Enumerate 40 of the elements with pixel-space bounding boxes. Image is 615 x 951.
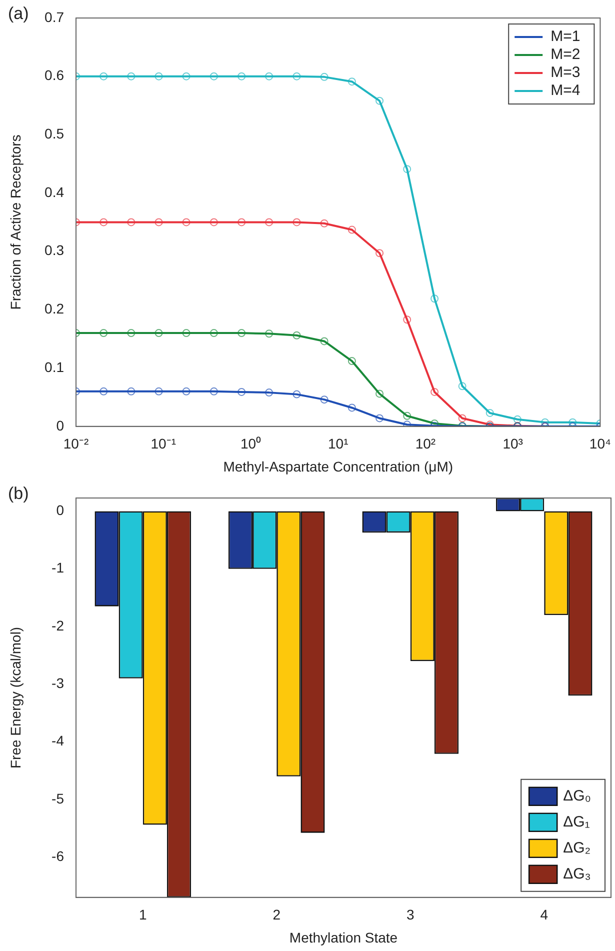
y-tick-label: 0.1 <box>44 358 64 375</box>
y-tick-label: -2 <box>52 617 64 634</box>
x-tick-label: 1 <box>138 906 147 923</box>
legend-label: ΔG₃ <box>563 866 591 883</box>
x-axis-title: Methyl-Aspartate Concentration (μM) <box>223 458 454 474</box>
x-tick-label: 10⁴ <box>589 436 612 452</box>
legend-label: ΔG₀ <box>563 788 592 805</box>
y-tick-label: -1 <box>52 560 64 576</box>
y-tick-label: 0.4 <box>44 184 64 200</box>
y-tick-label: 0.6 <box>44 67 64 84</box>
legend-label: M=1 <box>550 28 580 46</box>
legend-label: M=3 <box>550 64 580 82</box>
x-tick-label: 10⁻¹ <box>150 436 176 452</box>
x-tick-label: 10¹ <box>328 436 349 452</box>
y-tick-label: 0 <box>56 417 64 434</box>
y-tick-label: -4 <box>52 732 64 749</box>
text: (b) <box>8 484 29 504</box>
y-tick-label: 0.7 <box>44 8 64 25</box>
y-tick-label: -3 <box>52 675 64 692</box>
y-tick-label: -6 <box>52 848 64 864</box>
x-tick-label: 4 <box>540 906 548 923</box>
y-tick-label: 0.3 <box>44 242 64 258</box>
x-tick-label: 10⁰ <box>240 436 262 452</box>
y-tick-label: 0 <box>56 502 64 518</box>
legend-label: M=4 <box>550 82 580 100</box>
legend-label: ΔG₁ <box>563 814 590 831</box>
text: (a) <box>8 4 29 24</box>
y-tick-label: 0.5 <box>44 126 64 142</box>
x-tick-label: 10⁻² <box>63 436 89 452</box>
legend-label: ΔG₂ <box>563 840 591 857</box>
legend-label: M=2 <box>550 46 580 64</box>
y-tick-label: 0.2 <box>44 300 64 317</box>
x-tick-label: 2 <box>272 906 281 923</box>
x-axis-title: Methylation State <box>289 929 398 946</box>
x-tick-label: 10² <box>415 436 436 452</box>
y-axis-title: Fraction of Active Receptors <box>7 134 24 310</box>
x-tick-label: 10³ <box>502 436 524 452</box>
y-axis-title: Free Energy (kcal/mol) <box>7 626 24 768</box>
x-tick-label: 3 <box>406 906 414 923</box>
y-tick-label: -5 <box>52 790 64 806</box>
